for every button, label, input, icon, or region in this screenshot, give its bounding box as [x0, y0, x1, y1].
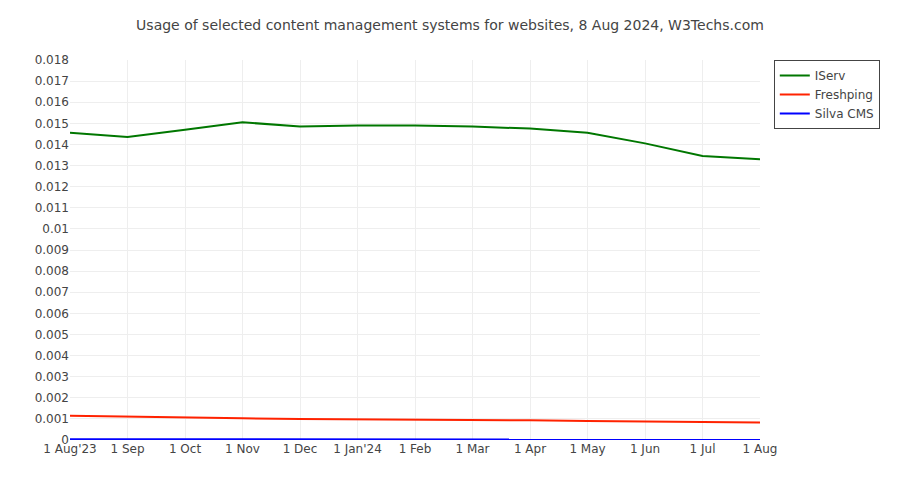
svg-text:1 Oct: 1 Oct	[169, 442, 201, 456]
svg-text:1 May: 1 May	[569, 442, 605, 456]
svg-text:0.017: 0.017	[35, 74, 69, 88]
svg-text:1 Apr: 1 Apr	[514, 442, 546, 456]
svg-text:0.008: 0.008	[35, 264, 69, 278]
svg-text:Freshping: Freshping	[815, 88, 873, 102]
svg-text:1 Dec: 1 Dec	[283, 442, 318, 456]
svg-text:0.001: 0.001	[35, 412, 69, 426]
svg-text:1 Jan'24: 1 Jan'24	[333, 442, 382, 456]
svg-text:IServ: IServ	[815, 69, 846, 83]
svg-text:1 Jun: 1 Jun	[630, 442, 660, 456]
svg-text:0.005: 0.005	[35, 328, 69, 342]
svg-text:Usage of selected content mana: Usage of selected content management sys…	[136, 17, 764, 33]
svg-text:1 Aug: 1 Aug	[743, 442, 778, 456]
svg-text:1 Feb: 1 Feb	[399, 442, 432, 456]
svg-text:0.014: 0.014	[35, 138, 69, 152]
svg-text:0.004: 0.004	[35, 349, 69, 363]
svg-text:0.018: 0.018	[35, 53, 69, 67]
svg-text:1 Mar: 1 Mar	[455, 442, 489, 456]
svg-text:0.003: 0.003	[35, 370, 69, 384]
svg-text:0.009: 0.009	[35, 243, 69, 257]
svg-text:0.011: 0.011	[35, 201, 69, 215]
svg-text:1 Aug'23: 1 Aug'23	[43, 442, 96, 456]
svg-text:1 Nov: 1 Nov	[225, 442, 260, 456]
svg-text:1 Jul: 1 Jul	[690, 442, 716, 456]
svg-text:0.016: 0.016	[35, 95, 69, 109]
svg-text:0.013: 0.013	[35, 159, 69, 173]
svg-text:0.015: 0.015	[35, 117, 69, 131]
svg-text:0.007: 0.007	[35, 285, 69, 299]
svg-text:Silva CMS: Silva CMS	[815, 107, 874, 121]
svg-text:0.002: 0.002	[35, 391, 69, 405]
svg-text:0.01: 0.01	[42, 222, 69, 236]
svg-text:1 Sep: 1 Sep	[110, 442, 144, 456]
svg-text:0.006: 0.006	[35, 307, 69, 321]
svg-text:0.012: 0.012	[35, 180, 69, 194]
svg-text:0: 0	[61, 433, 69, 447]
